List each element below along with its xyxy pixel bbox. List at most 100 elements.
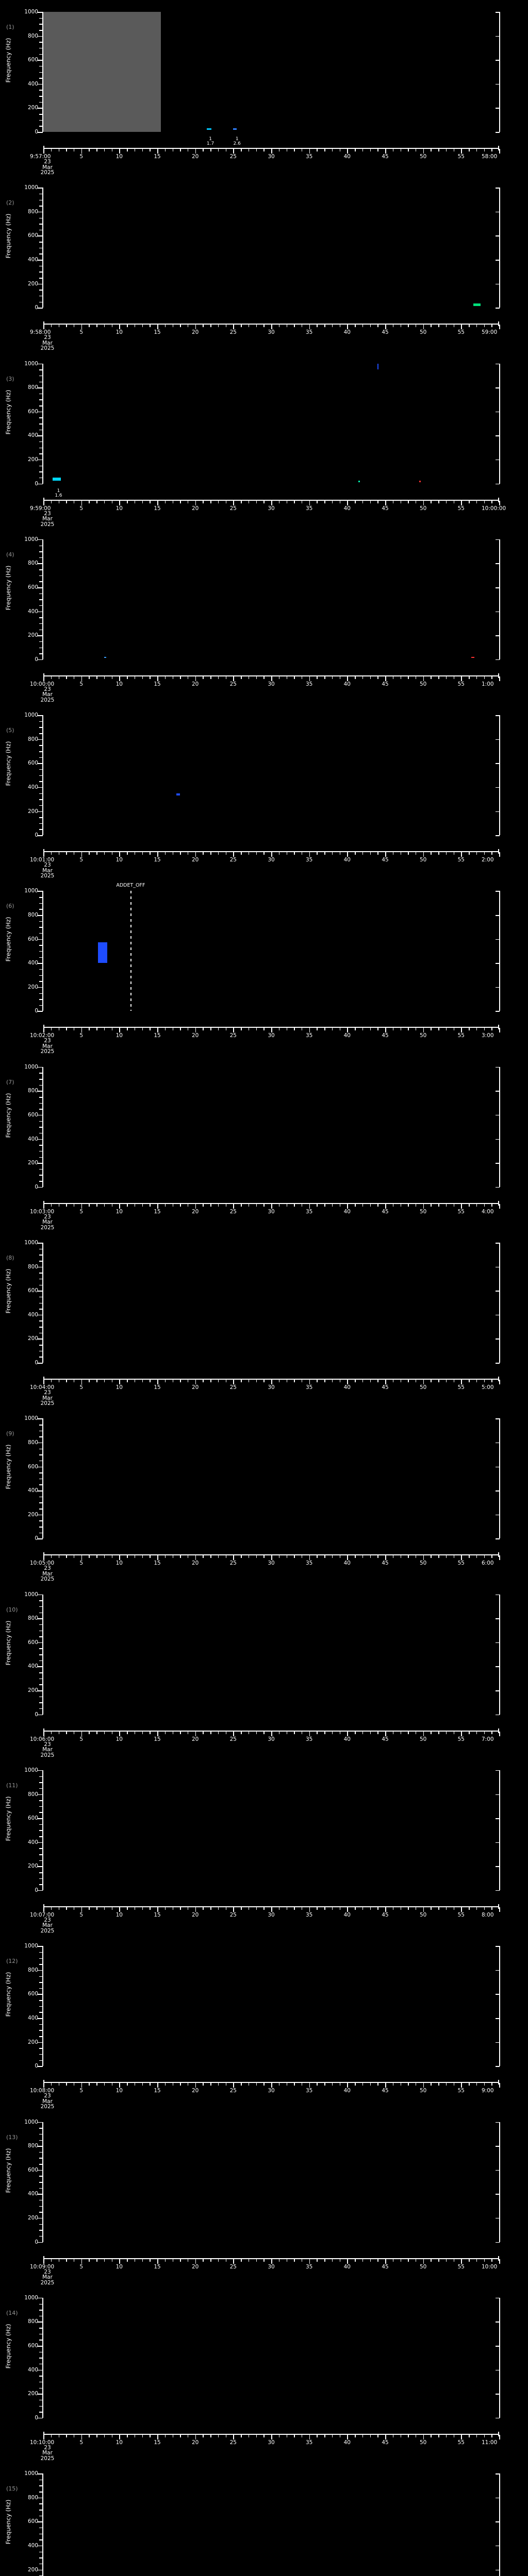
y-tick-minor — [39, 375, 43, 377]
y-tick-minor — [39, 909, 43, 910]
event-value: 1.6 — [55, 493, 62, 498]
plot-body[interactable] — [43, 1243, 499, 1363]
y-tick-label: 800 — [27, 1967, 38, 1973]
x-tick-major — [119, 1380, 120, 1385]
x-tick-label: 10 — [116, 2263, 123, 2270]
y-tick-minor — [39, 1248, 43, 1250]
x-tick-minor — [278, 149, 280, 151]
spectrogram-panel[interactable]: (4) Frequency (Hz) 0 200 400 600 800 1000 10:00:… — [0, 528, 528, 703]
x-tick-minor — [438, 1204, 439, 1207]
y-tick-minor — [39, 295, 43, 297]
x-tick-minor — [324, 1380, 325, 1383]
plot-body[interactable] — [43, 1595, 499, 1715]
y-tick-major — [38, 2194, 43, 2195]
spectrogram-panel[interactable]: (6) Frequency (Hz) 0 200 400 600 800 1000 ADDET_… — [0, 879, 528, 1055]
x-axis-end-cap — [498, 1728, 499, 1733]
plot-body[interactable] — [43, 2122, 499, 2242]
spectrogram-panel[interactable]: (12) Frequency (Hz) 0 200 400 600 800 1000 10:08… — [0, 1934, 528, 2110]
x-tick-minor — [446, 852, 447, 855]
plot-body[interactable] — [43, 1067, 499, 1187]
x-tick-major — [461, 1204, 462, 1209]
x-tick-minor — [164, 1907, 166, 1910]
right-axis-tick — [496, 563, 500, 564]
y-tick-major — [38, 211, 43, 213]
spectrogram-panel[interactable]: (9) Frequency (Hz) 0 200 400 600 800 1000 10:05:… — [0, 1406, 528, 1582]
x-tick-minor — [180, 1731, 181, 1734]
spectrogram-panel[interactable]: (5) Frequency (Hz) 0 200 400 600 800 1000 10:01:… — [0, 703, 528, 879]
y-tick-minor — [39, 623, 43, 624]
x-tick-minor — [476, 1380, 477, 1383]
plot-body[interactable] — [43, 1770, 499, 1890]
x-tick-minor — [89, 1204, 90, 1207]
plot-body[interactable] — [43, 1418, 499, 1538]
y-tick-label: 200 — [27, 1687, 38, 1694]
y-tick-major — [38, 987, 43, 988]
x-tick-minor — [51, 2434, 52, 2437]
x-tick-minor — [187, 1731, 189, 1734]
x-tick-major — [347, 852, 348, 857]
x-tick-minor — [187, 1028, 189, 1031]
plot-body[interactable] — [43, 715, 499, 835]
x-tick-minor — [180, 676, 181, 679]
x-tick-major — [347, 1028, 348, 1033]
x-tick-minor — [355, 2434, 356, 2437]
x-tick-minor — [453, 1555, 455, 1558]
x-tick-major — [43, 325, 44, 330]
x-tick-minor — [89, 1028, 90, 1031]
plot-body[interactable] — [43, 2298, 499, 2418]
x-tick-minor — [377, 2259, 378, 2262]
spectrogram-panel[interactable]: (8) Frequency (Hz) 0 200 400 600 800 1000 10:04:… — [0, 1231, 528, 1406]
y-tick-major — [38, 1066, 43, 1068]
y-tick-minor — [39, 1878, 43, 1879]
plot-body[interactable] — [43, 891, 499, 1011]
x-tick-minor — [210, 500, 211, 503]
x-tick-minor — [438, 1731, 439, 1734]
spectrogram-panel[interactable]: (2) Frequency (Hz) 0 200 400 600 800 1000 9:58:0… — [0, 176, 528, 351]
y-tick-major — [38, 1818, 43, 1819]
x-tick-major — [423, 2434, 424, 2439]
spectrogram-panel[interactable]: (1) Frequency (Hz) 0 200 400 600 800 1000 9:57:0… — [0, 0, 528, 176]
x-tick-label: 20 — [192, 1208, 199, 1215]
x-axis-end-cap — [498, 146, 499, 150]
y-tick-label: 600 — [27, 2166, 38, 2173]
plot-body[interactable] — [43, 2473, 499, 2576]
x-tick-label: 25 — [229, 2439, 237, 2446]
spectrogram-panel[interactable]: (10) Frequency (Hz) 0 200 400 600 800 1000 10:06… — [0, 1583, 528, 1758]
plot-body[interactable] — [43, 1946, 499, 2066]
plot-body[interactable] — [43, 12, 499, 132]
y-tick-minor — [39, 253, 43, 255]
x-axis-end-cap — [498, 321, 499, 327]
x-tick-minor — [180, 325, 181, 328]
x-axis-date-label: 23 Mar 2025 — [32, 1918, 63, 1934]
x-tick-minor — [142, 1731, 143, 1734]
plot-body[interactable] — [43, 363, 499, 484]
y-tick-major — [38, 1011, 43, 1012]
plot-body[interactable] — [43, 188, 499, 308]
right-axis-tick — [496, 1442, 500, 1444]
right-axis-line — [499, 2297, 500, 2418]
x-tick-minor — [51, 325, 52, 328]
x-tick-minor — [355, 1731, 356, 1734]
y-tick-minor — [39, 2358, 43, 2359]
date-line: 2025 — [40, 697, 55, 703]
x-tick-major — [499, 2434, 500, 2439]
y-tick-label: 200 — [27, 2566, 38, 2573]
x-tick-minor — [142, 500, 143, 503]
spectrogram-panel[interactable]: (11) Frequency (Hz) 0 200 400 600 800 1000 10:07… — [0, 1758, 528, 1934]
x-tick-minor — [332, 676, 333, 679]
spectrogram-panel[interactable]: (15)Frequency (Hz)0200400600800100010:11… — [0, 2462, 528, 2576]
x-tick-minor — [241, 1204, 242, 1207]
spectrogram-panel[interactable]: (3) Frequency (Hz) 0 200 400 600 800 1000 9:59:0… — [0, 352, 528, 528]
spectrogram-panel[interactable]: (14) Frequency (Hz) 0 200 400 600 800 1000 10:10… — [0, 2286, 528, 2462]
x-tick-minor — [446, 676, 447, 679]
x-tick-major — [233, 676, 234, 681]
x-tick-minor — [469, 1907, 470, 1910]
y-tick-minor — [39, 1109, 43, 1110]
spectrogram-panel[interactable]: (7) Frequency (Hz) 0 200 400 600 800 1000 10:03:… — [0, 1055, 528, 1231]
plot-body[interactable] — [43, 539, 499, 659]
x-tick-label: 45 — [382, 1032, 389, 1039]
x-tick-minor — [362, 2434, 364, 2437]
date-line: 23 — [44, 2268, 51, 2275]
spectrogram-panel[interactable]: (13) Frequency (Hz) 0 200 400 600 800 1000 10:09… — [0, 2110, 528, 2286]
x-tick-minor — [476, 1028, 477, 1031]
